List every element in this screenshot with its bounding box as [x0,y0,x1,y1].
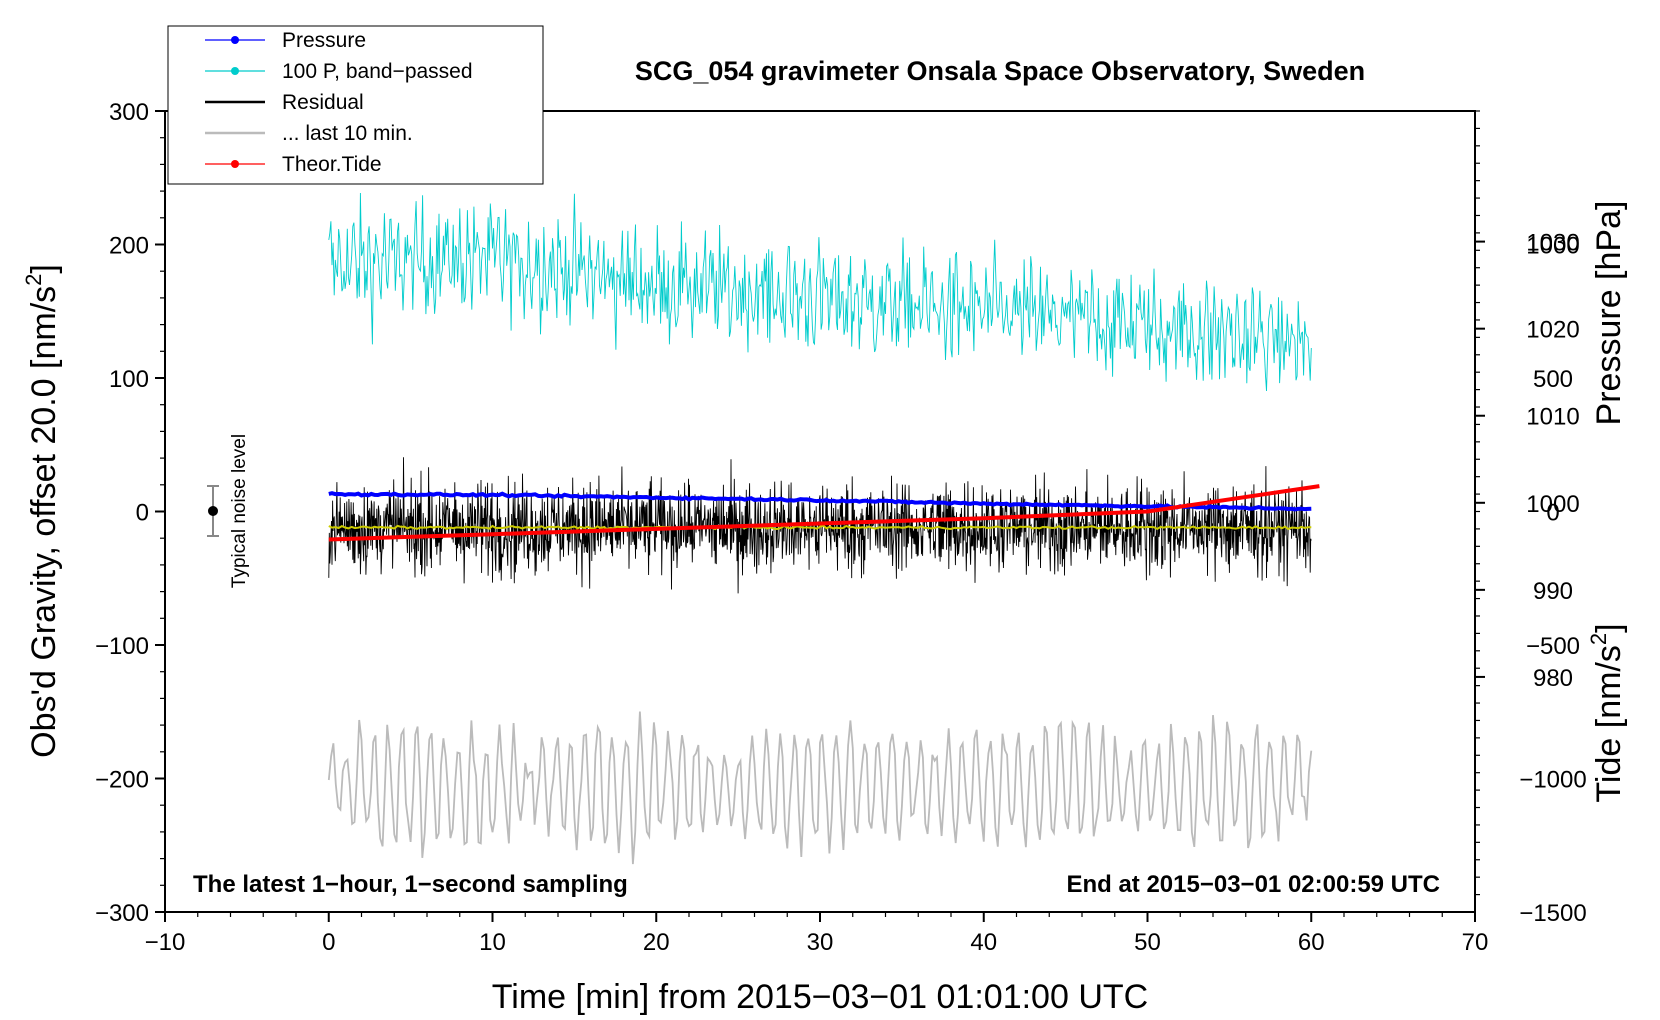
y-axis-label-end: ] [25,264,63,273]
pressure-tick-label: 1020 [1526,317,1579,344]
legend-label: ... last 10 min. [282,122,413,145]
last-10-min-line [327,711,1313,865]
x-tick-label: 70 [1462,929,1489,956]
pressure-tick-label: 1030 [1526,230,1579,257]
noise-dot [208,506,218,516]
legend: Pressure 100 P, band−passed Residual ... la… [167,25,544,185]
series-theoretical-tide [328,484,1320,542]
tide-axis-label-end: ] [1590,623,1628,632]
residual-line [328,457,1312,594]
y-tick-label: 100 [109,366,149,393]
x-axis: −10 0 10 20 30 40 50 60 70 [145,912,1489,956]
legend-label: Theor.Tide [282,153,382,176]
annotation-sampling: The latest 1−hour, 1−second sampling [193,871,628,898]
legend-marker [231,67,239,75]
tide-tick-label: −1500 [1519,900,1586,927]
y-tick-label: 300 [109,99,149,126]
tide-tick-label: −1000 [1519,767,1586,794]
y-axis-label-sup: 2 [21,274,46,286]
residual-mean-line [328,524,1312,531]
tide-axis-label: Tide [nm/s2] [1586,623,1628,802]
x-tick-label: 20 [643,929,670,956]
y-axis-pressure: 980 990 1000 1010 1020 1030 [1475,110,1580,896]
pressure-line [328,491,1312,512]
noise-level-label: Typical noise level [229,434,250,588]
legend-label: Pressure [282,29,366,52]
series-last-10-min [327,711,1313,865]
pressure-tick-label: 980 [1533,665,1573,692]
noise-level-indicator: Typical noise level [207,434,250,588]
y-axis-gravity: −300 −200 −100 0 100 200 300 [95,99,165,927]
series-pressure [328,491,1312,512]
legend-marker [231,160,239,168]
tide-tick-label: −500 [1526,633,1580,660]
x-tick-label: 0 [322,929,335,956]
tide-line [328,484,1320,542]
y-tick-label: −100 [95,633,149,660]
y-tick-label: −200 [95,767,149,794]
x-tick-label: 40 [970,929,997,956]
band-passed-pressure-line [328,192,1312,392]
y-axis-label-main: Obs'd Gravity, offset 20.0 [nm/s [25,286,63,758]
annotation-end-time: End at 2015−03−01 02:00:59 UTC [1066,871,1440,898]
legend-box [167,25,544,185]
tide-axis-label-main: Tide [nm/s [1590,645,1628,802]
tide-tick-label: 500 [1533,366,1573,393]
x-tick-label: 50 [1134,929,1161,956]
x-tick-label: 60 [1298,929,1325,956]
x-axis-label: Time [min] from 2015−03−01 01:01:00 UTC [492,978,1148,1016]
y-tick-label: 0 [136,500,149,527]
x-tick-label: 10 [479,929,506,956]
tide-tick-label: 0 [1546,500,1559,527]
y-tick-label: −300 [95,900,149,927]
pressure-tick-label: 1010 [1526,404,1579,431]
legend-marker [231,36,239,44]
tide-axis-label-sup: 2 [1586,633,1611,645]
series-residual-mean [328,524,1312,531]
series-band-passed-pressure [328,192,1312,392]
tide-tick-label: 1000 [1526,233,1579,260]
legend-label: 100 P, band−passed [282,60,473,83]
x-tick-label: 30 [807,929,834,956]
series-residual [328,457,1312,594]
pressure-tick-label: 1000 [1526,491,1579,518]
pressure-axis-label: Pressure [hPa] [1590,201,1628,426]
legend-label: Residual [282,91,364,114]
x-tick-label: −10 [145,929,186,956]
y-axis-label: Obs'd Gravity, offset 20.0 [nm/s2] [21,264,63,758]
y-tick-label: 200 [109,233,149,260]
pressure-tick-label: 990 [1533,578,1573,605]
y-axis-tide: −1500 −1000 −500 0 500 1000 [1519,233,1586,928]
chart-title: SCG_054 gravimeter Onsala Space Observat… [635,56,1365,86]
